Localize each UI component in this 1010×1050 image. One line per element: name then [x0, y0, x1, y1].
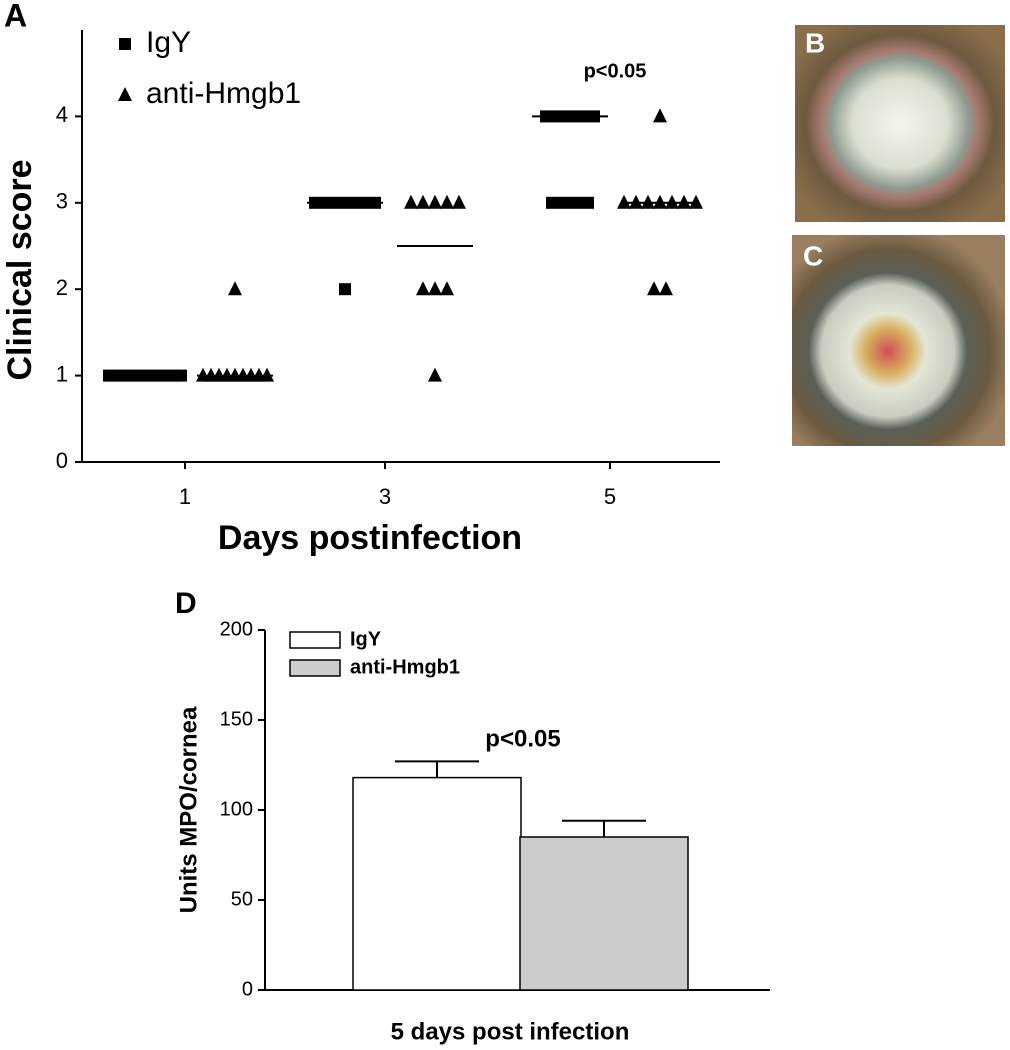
legend-label: IgY [146, 26, 191, 59]
legend-label: anti-Hmgb1 [350, 656, 460, 678]
y-tick-label: 4 [56, 102, 68, 127]
point [404, 194, 418, 209]
point [416, 281, 430, 296]
panel-label: B [805, 27, 825, 58]
point [653, 108, 667, 123]
y-tick-label: 0 [56, 448, 68, 473]
y-tick-label: 0 [242, 978, 253, 1000]
point [546, 196, 558, 209]
x-axis-label: Days postinfection [218, 519, 522, 557]
point [452, 194, 466, 209]
point [440, 281, 454, 296]
point [339, 283, 351, 296]
y-tick-label: 200 [220, 618, 253, 640]
point [228, 281, 242, 296]
point [582, 196, 594, 209]
point [119, 38, 131, 50]
y-tick-label: 1 [56, 361, 68, 386]
x-tick-label: 5 [604, 484, 616, 509]
legend-swatch [289, 631, 341, 649]
x-tick-label: 3 [379, 484, 391, 509]
point [118, 87, 132, 101]
point [416, 194, 430, 209]
point [440, 194, 454, 209]
panel-label: A [4, 0, 27, 33]
point [647, 281, 661, 296]
point [428, 367, 442, 382]
y-tick-label: 150 [220, 708, 253, 730]
point [428, 194, 442, 209]
annotation: p<0.05 [485, 725, 560, 752]
legend-label: IgY [350, 628, 382, 650]
bar [352, 776, 522, 991]
x-axis-label: 5 days post infection [391, 1018, 630, 1045]
legend-label: anti-Hmgb1 [146, 77, 301, 110]
panel-label: D [175, 587, 197, 620]
y-tick-label: 100 [220, 798, 253, 820]
legend-swatch [289, 659, 341, 677]
photo [792, 235, 1005, 446]
point [558, 196, 570, 209]
x-tick-label: 1 [179, 484, 191, 509]
y-axis-label: Clinical score [1, 159, 39, 380]
annotation: p<0.05 [584, 60, 647, 82]
y-tick-label: 50 [231, 888, 253, 910]
bar [519, 836, 689, 991]
point [570, 196, 582, 209]
point [428, 281, 442, 296]
y-tick-label: 3 [56, 189, 68, 214]
photo [795, 25, 1005, 222]
point [659, 281, 673, 296]
y-tick-label: 2 [56, 275, 68, 300]
y-axis-label: Units MPO/cornea [175, 706, 202, 913]
panel-label: C [803, 240, 823, 271]
